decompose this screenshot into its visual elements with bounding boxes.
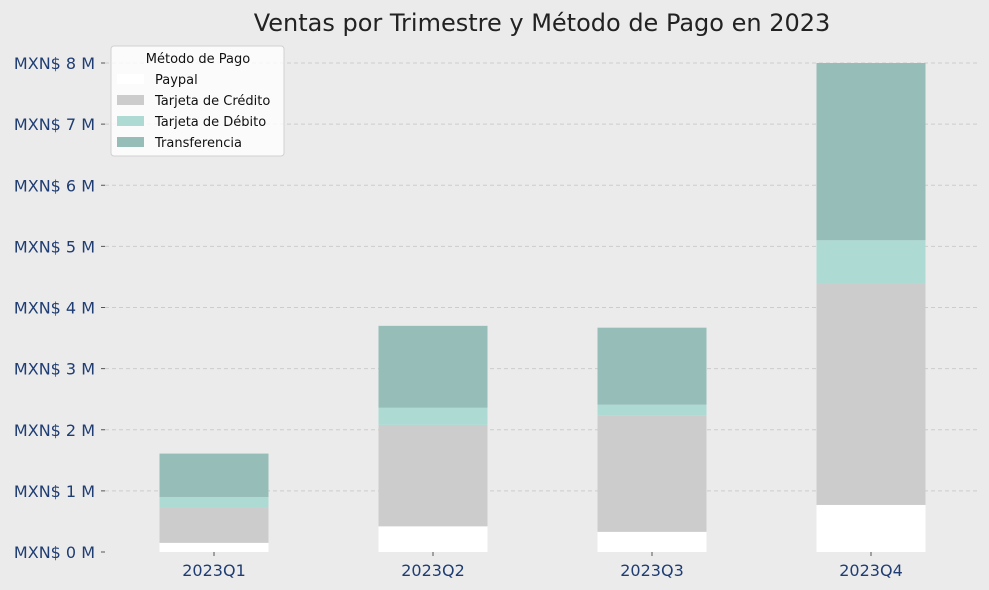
bar-segment	[378, 407, 488, 425]
legend-swatch	[117, 74, 144, 84]
bar-segment	[159, 542, 269, 552]
y-axis: MXN$ 0 M MXN$ 1 M MXN$ 2 M MXN$ 3 M MXN$ 4 M…	[14, 54, 105, 562]
bar-segment	[378, 424, 488, 527]
bar-segment	[159, 507, 269, 543]
y-tick-label: MXN$ 4 M	[14, 299, 95, 318]
bar-segment	[816, 283, 926, 505]
legend-box	[110, 45, 285, 157]
legend-label: Paypal	[155, 73, 198, 88]
bar-segment	[597, 404, 707, 416]
bar-segment	[816, 504, 926, 552]
x-tick-label: 2023Q2	[401, 561, 465, 580]
legend-swatch	[117, 95, 144, 105]
bar-segment	[816, 240, 926, 284]
legend-swatch	[117, 116, 144, 126]
legend: Método de Pago Paypal Tarjeta de Crédito T…	[110, 45, 285, 157]
x-tick-label: 2023Q1	[182, 561, 246, 580]
bar-segment	[597, 327, 707, 405]
bar-segment	[159, 496, 269, 508]
bar-segment	[378, 526, 488, 552]
legend-label: Transferencia	[154, 136, 242, 151]
y-tick-label: MXN$ 6 M	[14, 176, 95, 195]
bar-segment	[816, 63, 926, 241]
y-tick-label: MXN$ 1 M	[14, 482, 95, 501]
bar-segment	[597, 415, 707, 532]
y-tick-label: MXN$ 0 M	[14, 543, 95, 562]
legend-swatch	[117, 137, 144, 147]
legend-label: Tarjeta de Crédito	[154, 94, 270, 109]
y-tick-label: MXN$ 2 M	[14, 421, 95, 440]
y-tick-label: MXN$ 5 M	[14, 237, 95, 256]
x-tick-label: 2023Q4	[839, 561, 903, 580]
y-tick-label: MXN$ 3 M	[14, 360, 95, 379]
bar-segment	[378, 325, 488, 408]
bars	[159, 63, 926, 552]
y-tick-label: MXN$ 8 M	[14, 54, 95, 73]
y-tick-label: MXN$ 7 M	[14, 115, 95, 134]
bar-segment	[597, 531, 707, 552]
bar-segment	[159, 453, 269, 497]
chart-title: Ventas por Trimestre y Método de Pago en…	[254, 9, 831, 37]
x-axis: 2023Q1 2023Q2 2023Q3 2023Q4	[182, 552, 903, 580]
x-tick-label: 2023Q3	[620, 561, 684, 580]
legend-title: Método de Pago	[146, 52, 250, 67]
legend-label: Tarjeta de Débito	[154, 115, 266, 130]
